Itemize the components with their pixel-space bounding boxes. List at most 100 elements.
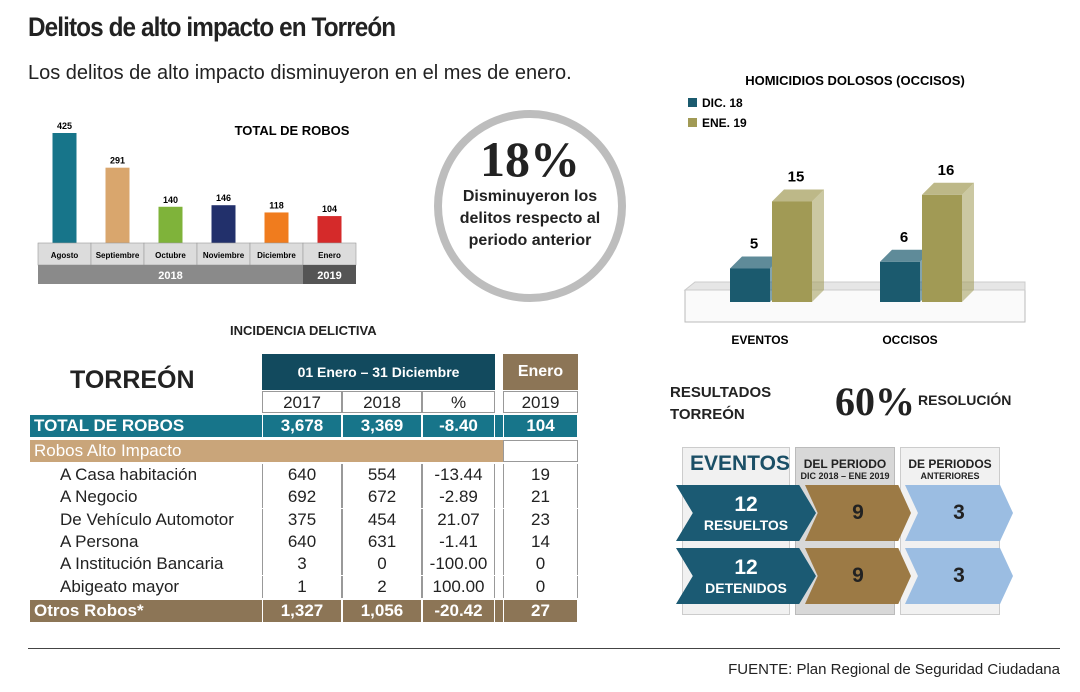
periodo-header-sub: DIC 2018 – ENE 2019 [800,471,890,481]
table-row-value: -13.44 [422,464,495,486]
robos-value-label: 425 [57,121,72,131]
legend-label: ENE. 19 [702,116,747,130]
subtitle: Los delitos de alto impacto disminuyeron… [28,62,572,84]
source-note: FUENTE: Plan Regional de Seguridad Ciuda… [728,661,1060,678]
other-row-label: Otros Robos* [30,600,262,622]
homicidios-chart-title: HOMICIDIOS DOLOSOS (OCCISOS) [745,73,965,88]
table-row-value: 375 [262,508,342,531]
table-row-label: Abigeato mayor [30,575,262,598]
homicidios-bar-side [962,182,974,302]
total-row-value: 3,678 [262,415,342,437]
table-row-value: 2 [342,575,422,598]
table-row-label: A Persona [30,530,262,553]
other-row-value: 1,056 [342,600,422,622]
table-row-value: 0 [503,575,578,598]
homicidios-category-label: OCCISOS [882,333,937,347]
legend-swatch [688,118,697,127]
homicidios-value-label: 6 [900,229,908,246]
resolution-pct: 60% [835,379,915,424]
section-gap-cell [503,440,578,462]
table-row-value: 554 [342,464,422,486]
highlight-circle: 18% Disminuyeron los delitos respecto al… [434,110,626,302]
robos-value-label: 140 [163,195,178,205]
other-row-gap [495,600,503,622]
robos-category-label: Septiembre [96,251,140,260]
result-label: DETENIDOS [705,580,787,596]
legend-swatch [688,98,697,107]
homicidios-bar-side [812,189,824,302]
table-row-value: -1.41 [422,530,495,553]
page-title: Delitos de alto impacto en Torreón [28,12,396,42]
result-previous-chevron-value: 3 [953,501,965,524]
table-row-value: 0 [342,553,422,576]
robos-category-label: Noviembre [203,251,245,260]
table-row-label: A Casa habitación [30,464,262,486]
result-period-chevron-value: 9 [852,564,864,587]
total-row-value: -8.40 [422,415,495,437]
anteriores-header-sub: ANTERIORES [920,471,980,481]
result-previous-chevron: 3 [905,485,1013,541]
other-row-value: -20.42 [422,600,495,622]
footer-divider [28,648,1060,649]
result-period-chevron: 9 [805,485,911,541]
table-row-value: 100.00 [422,575,495,598]
month-header: Enero [503,354,578,390]
homicidios-bar [772,201,812,302]
resolution-label: RESOLUCIÓN [918,392,1012,408]
year-header: % [422,391,495,413]
table-row-value: 3 [262,553,342,576]
total-row-label: TOTAL DE ROBOS [30,415,262,437]
homicidios-bar-top [730,256,782,269]
total-row-value: 104 [503,415,578,437]
periodo-header: DEL PERIODO DIC 2018 – ENE 2019 [795,457,895,481]
result-events-chevron-value: 12 [734,493,758,516]
total-row-value: 3,369 [342,415,422,437]
table-row-value: 640 [262,530,342,553]
year-header: 2017 [262,391,342,413]
robos-bar [211,205,236,243]
result-events-chevron: 12 DETENIDOS [676,548,816,604]
results-title: RESULTADOS TORREÓN [670,382,771,426]
robos-category-label: Diciembre [257,251,296,260]
table-row-value: 14 [503,530,578,553]
robos-value-label: 118 [269,200,284,210]
year-header: 2018 [342,391,422,413]
table-row-value: 640 [262,464,342,486]
result-events-chevron: 12 RESUELTOS [676,485,816,541]
homicidios-bar [880,261,920,302]
homicidios-bar-top [880,249,932,262]
robos-bar [105,167,130,243]
robos-category-label: Octubre [155,251,186,260]
robos-year-label: 2019 [317,270,341,282]
result-previous-chevron-value: 3 [953,564,965,587]
result-events-chevron-value: 12 [734,556,758,579]
result-label: RESUELTOS [703,517,789,533]
homicidios-bar-top [922,182,974,195]
result-period-chevron-value: 9 [852,501,864,524]
homicidios-value-label: 15 [788,169,805,186]
table-row-label: A Institución Bancaria [30,553,262,576]
robos-year-cell [303,265,356,284]
robos-category-label: Agosto [51,251,79,260]
other-row-value: 1,327 [262,600,342,622]
table-row-value: 672 [342,486,422,509]
table-title: INCIDENCIA DELICTIVA [230,323,377,338]
highlight-value: 18% [480,131,580,187]
robos-value-label: 104 [322,204,337,214]
table-row-value: 692 [262,486,342,509]
results-title-line1: RESULTADOS [670,384,772,401]
table-row-value: -2.89 [422,486,495,509]
robos-value-label: 146 [216,193,231,203]
table-row-label: De Vehículo Automotor [30,508,262,531]
homicidios-category-label: EVENTOS [731,333,788,347]
table-row-value: 21.07 [422,508,495,531]
legend-label: DIC. 18 [702,96,743,110]
anteriores-header: DE PERIODOS ANTERIORES [900,457,1000,481]
result-previous-chevron: 3 [905,548,1013,604]
homicidios-value-label: 5 [750,236,758,253]
homicidios-bar-top [772,189,824,202]
table-row-value: 0 [503,553,578,576]
homicidios-bar [730,268,770,302]
eventos-header: EVENTOS [690,452,790,475]
table-row-value: 454 [342,508,422,531]
